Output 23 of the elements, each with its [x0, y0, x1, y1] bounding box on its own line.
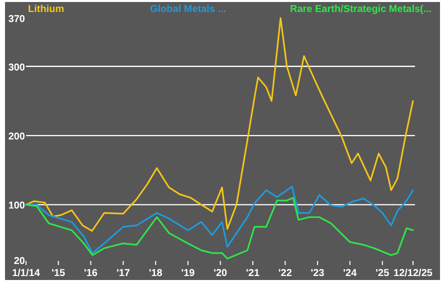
text: Lithium [28, 4, 64, 15]
y-tick-label: 370 [8, 14, 26, 25]
x-tick-label: '15 [52, 268, 66, 279]
x-tick-label: '23 [310, 268, 325, 279]
x-tick-label: '17 [116, 268, 130, 279]
text: Global Metals ... [150, 4, 226, 15]
x-tick-label: '24 [343, 268, 358, 279]
line-series [25, 196, 414, 260]
x-tick-label: 1/1/14 [12, 268, 40, 279]
y-tick-label: 20 [14, 256, 26, 267]
y-tick-label: 200 [8, 132, 26, 143]
x-tick-label: '25 [376, 268, 390, 279]
y-tick-label: 300 [8, 62, 26, 74]
x-tick-label: '22 [278, 268, 292, 279]
x-tick-label: 12/12/25 [394, 268, 433, 279]
x-tick-label: '18 [148, 268, 163, 279]
y-tick-label: 100 [8, 200, 26, 212]
x-tick-label: '16 [84, 268, 98, 279]
x-tick-label: '20 [214, 268, 228, 279]
line-series [25, 17, 414, 232]
x-tick-label: '21 [246, 268, 260, 279]
x-tick-label: '19 [181, 268, 196, 279]
text: Rare Earth/Strategic Metals(... [290, 4, 432, 15]
